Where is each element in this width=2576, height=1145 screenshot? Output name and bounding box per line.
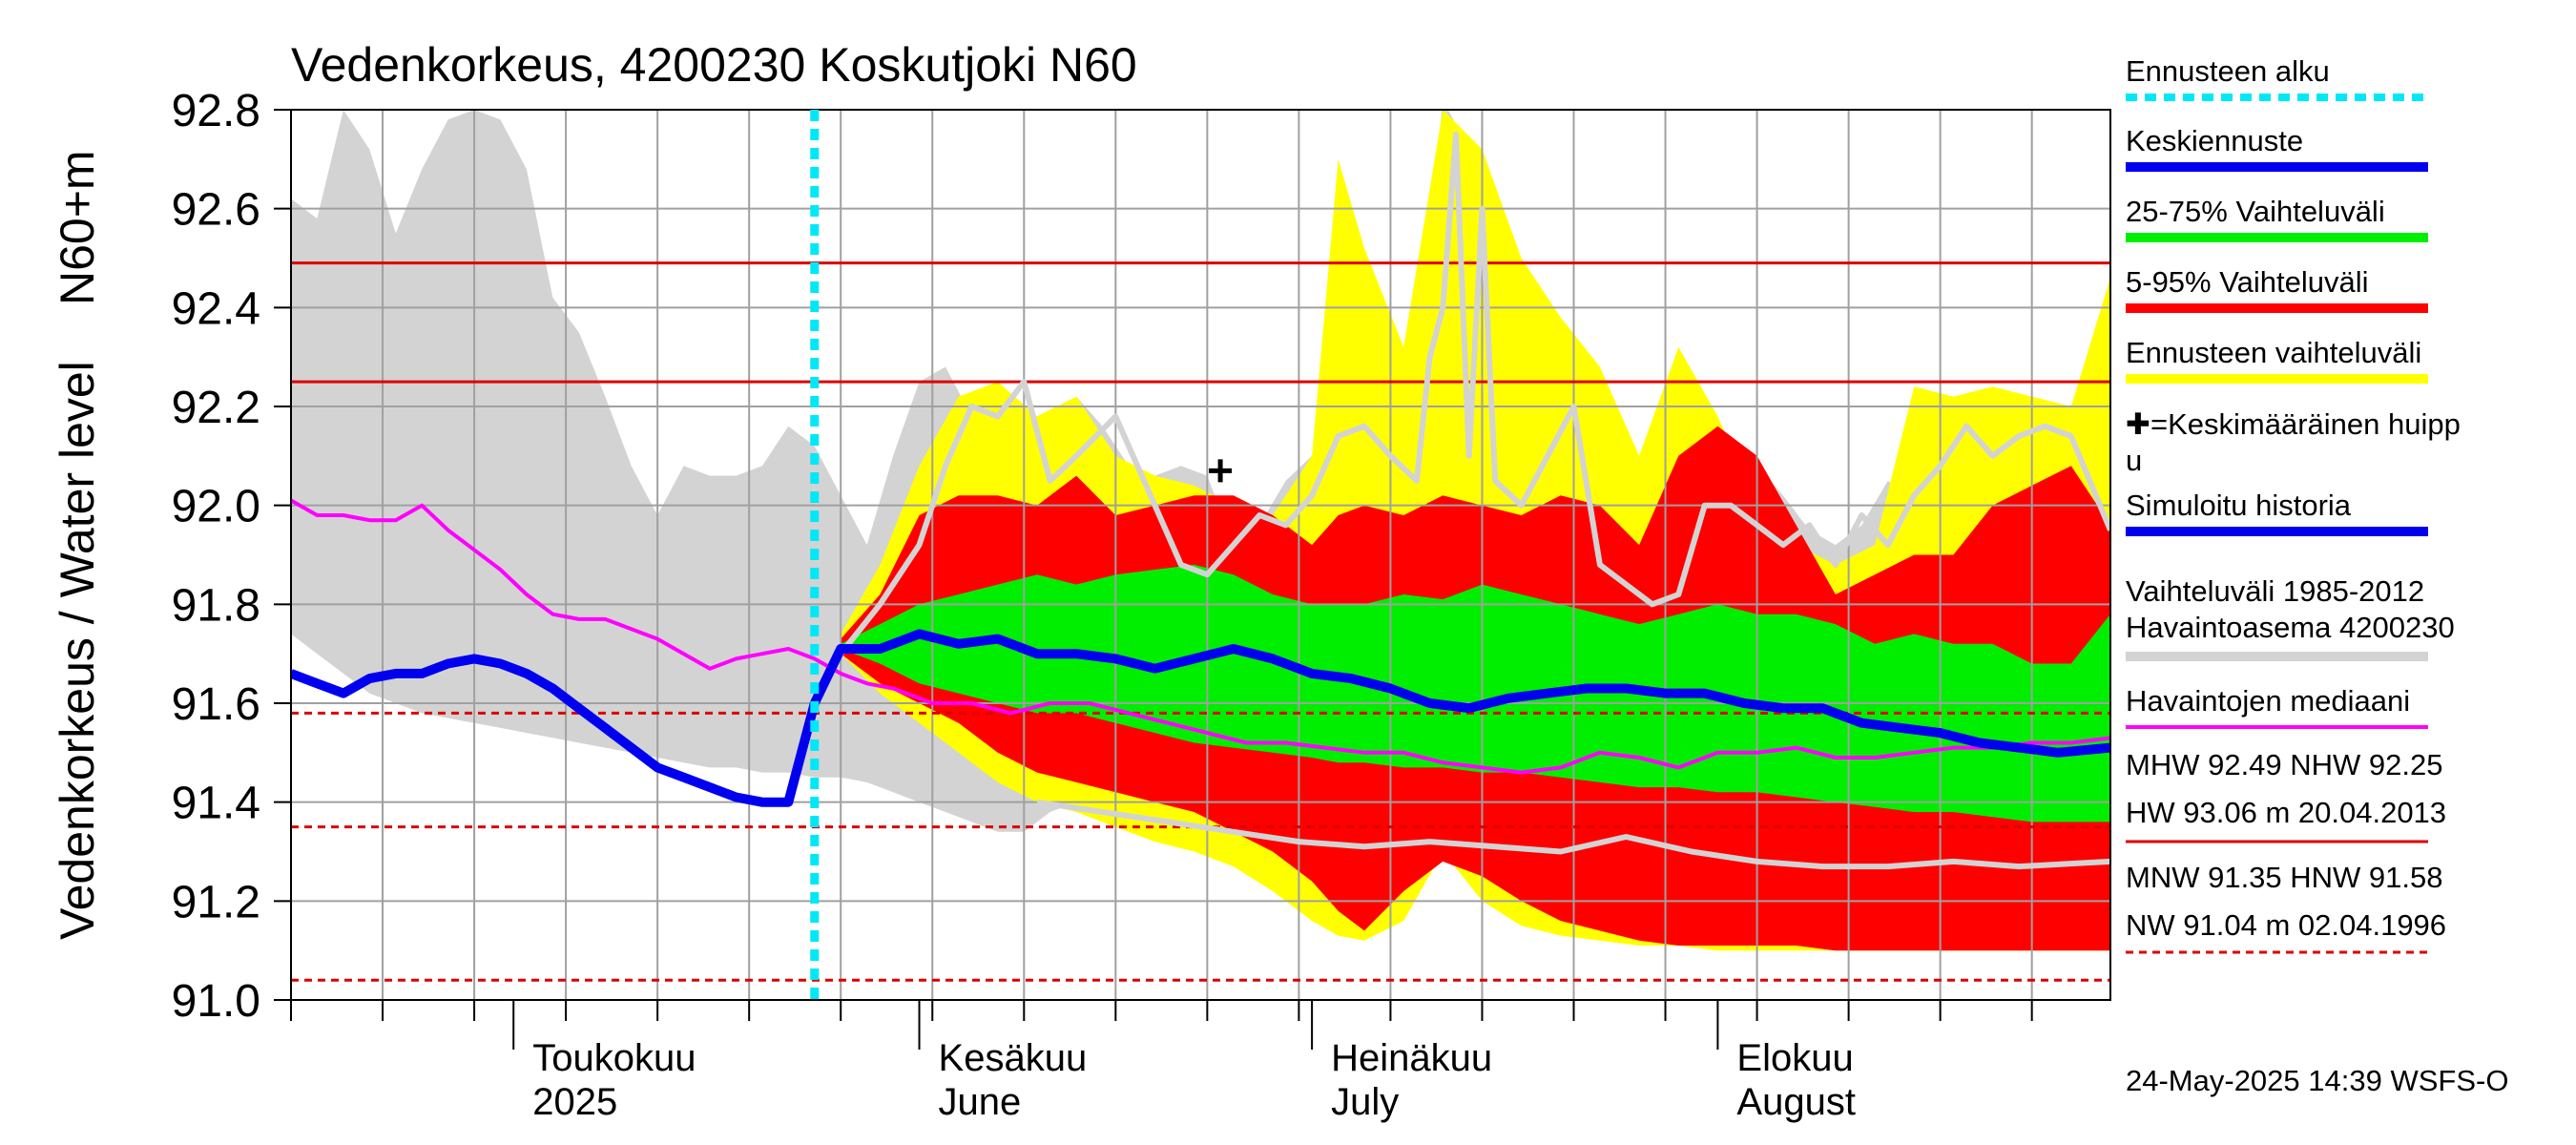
legend-label-2: Havaintoasema 4200230 — [2126, 611, 2455, 644]
plot-frame — [290, 109, 2111, 1001]
stats-line-3: MNW 91.35 HNW 91.58 — [2126, 861, 2443, 894]
y-tick-label: 91.6 — [172, 679, 260, 730]
y-axis-label: Vedenkorkeus / Water level — [51, 361, 104, 940]
y-tick-label: 91.4 — [172, 779, 260, 829]
legend-label-2: u — [2126, 444, 2142, 477]
y-tick-label: 91.0 — [172, 976, 260, 1027]
mean-forecast-line — [291, 629, 2110, 807]
x-month-label-en: August — [1736, 1081, 1856, 1123]
y-tick-label: 91.8 — [172, 580, 260, 631]
legend-label: Ennusteen alku — [2126, 54, 2330, 88]
legend-item: Vaihteluväli 1985-2012 Havaintoasema 420… — [2126, 574, 2455, 661]
y-tick-label: 92.4 — [172, 283, 260, 334]
y-tick-label: 92.2 — [172, 383, 260, 433]
legend-label: ✚=Keskimääräinen huipp — [2126, 407, 2461, 441]
history-low-line — [1036, 799, 2110, 870]
chart-title: Vedenkorkeus, 4200230 Koskutjoki N60 — [291, 38, 1137, 92]
legend-item: Ennusteen vaihteluväli — [2126, 336, 2428, 384]
legend-label: Simuloitu historia — [2126, 489, 2352, 522]
legend-item: Keskiennuste — [2126, 124, 2428, 172]
timestamp: 24-May-2025 14:39 WSFS-O — [2126, 1064, 2508, 1097]
x-month-label-fi: Elokuu — [1736, 1037, 1853, 1079]
legend-item: Havaintojen mediaani — [2126, 684, 2428, 729]
legend-label: 25-75% Vaihteluväli — [2126, 195, 2385, 228]
y-axis: 91.0 91.2 91.4 91.6 91.8 92.0 92.2 92.4 92.6 92.8 — [172, 86, 291, 1027]
mean-peak-marker — [1209, 459, 1233, 483]
legend: Ennusteen alku Keskiennuste 25-75% Vaihtel… — [2126, 54, 2461, 729]
x-month-label-fi: Heinäkuu — [1331, 1037, 1492, 1079]
grid-group — [291, 110, 2110, 1000]
history-sample-line — [838, 131, 2110, 656]
x-month-label-fi: Toukokuu — [532, 1037, 696, 1079]
legend-label: Keskiennuste — [2126, 124, 2303, 157]
y-tick-label: 92.6 — [172, 185, 260, 236]
legend-item: Simuloitu historia — [2126, 489, 2428, 536]
legend-label: Ennusteen vaihteluväli — [2126, 336, 2421, 369]
legend-label: Havaintojen mediaani — [2126, 684, 2410, 718]
band-25-75 — [841, 564, 2110, 822]
x-month-label-en: 2025 — [532, 1081, 617, 1123]
stats-line-2: HW 93.06 m 20.04.2013 — [2126, 796, 2446, 829]
y-tick-label: 91.2 — [172, 877, 260, 927]
y-tick-label: 92.0 — [172, 482, 260, 532]
bands-group — [291, 110, 2110, 951]
stats-line-1: MHW 92.49 NHW 92.25 — [2126, 748, 2443, 781]
legend-item: 25-75% Vaihteluväli — [2126, 195, 2428, 242]
x-month-label-en: June — [939, 1081, 1022, 1123]
median-line — [291, 498, 2110, 775]
series-lines-group — [291, 131, 2110, 870]
y-axis-label-unit: N60+m — [51, 150, 104, 305]
legend-item: 5-95% Vaihteluväli — [2126, 265, 2428, 313]
stats-line-4: NW 91.04 m 02.04.1996 — [2126, 908, 2446, 942]
x-month-label-fi: Kesäkuu — [939, 1037, 1088, 1079]
y-tick-label: 92.8 — [172, 86, 260, 136]
legend-label: 5-95% Vaihteluväli — [2126, 265, 2368, 299]
legend-label: Vaihteluväli 1985-2012 — [2126, 574, 2424, 608]
legend-item: Ennusteen alku — [2126, 54, 2428, 101]
x-month-label-en: July — [1331, 1081, 1399, 1123]
